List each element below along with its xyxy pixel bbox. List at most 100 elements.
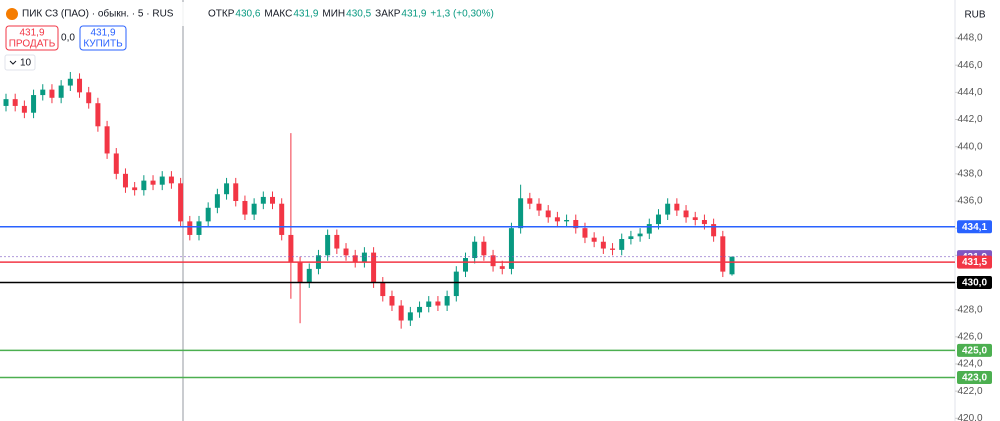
sell-price: 431,9 — [19, 28, 44, 39]
candle-body — [104, 126, 110, 154]
candle-body — [536, 203, 542, 211]
y-tick-label: 448,0 — [957, 33, 982, 44]
candle-body — [490, 255, 496, 267]
candle-body — [270, 196, 276, 204]
candle-body — [224, 183, 230, 195]
sell-label: ПРОДАТЬ — [9, 39, 56, 50]
candle-body — [426, 301, 432, 307]
candle-body — [591, 237, 597, 242]
candle-body — [628, 236, 634, 240]
candle-body — [334, 234, 340, 249]
indicators-toggle[interactable] — [4, 54, 36, 71]
candle-body — [297, 262, 303, 283]
candle-body — [444, 296, 450, 306]
candle-body — [343, 248, 349, 256]
candle-body — [720, 236, 726, 272]
candle-body — [260, 196, 266, 204]
candle-body — [233, 183, 239, 201]
ohlc-value: 430,5 — [346, 9, 371, 20]
candle-body — [150, 180, 156, 185]
candle-body — [306, 268, 312, 283]
y-tick-label: 438,0 — [957, 168, 982, 179]
sell-button[interactable] — [5, 25, 59, 51]
candle-body — [141, 180, 147, 191]
price-tag — [957, 275, 992, 289]
candle-body — [132, 187, 138, 191]
candle-body — [701, 220, 707, 225]
y-tick-label: 420,0 — [957, 413, 982, 421]
candle-body — [554, 217, 560, 222]
price-tag-label: 430,0 — [962, 278, 987, 289]
change: +1,3 (+0,30%) — [430, 9, 493, 20]
header: ПИК СЗ (ПАО) · обыкн. · 5 · RUS ОТКР 430,… — [0, 2, 986, 71]
candle-body — [159, 176, 165, 185]
candle-body — [692, 217, 698, 221]
candle-body — [214, 194, 220, 208]
candle-body — [655, 214, 661, 225]
candle-body — [122, 173, 128, 188]
candle-body — [518, 198, 524, 229]
candle-body — [242, 200, 248, 215]
price-tag — [957, 220, 992, 234]
spread: 0,0 — [61, 33, 75, 44]
y-tick-label: 422,0 — [957, 386, 982, 397]
candle-body — [619, 239, 625, 250]
ohlc-value: 431,9 — [293, 9, 318, 20]
ohlc-value: 430,6 — [235, 9, 260, 20]
ohlc-label: ОТКР — [208, 9, 235, 20]
logo — [6, 8, 18, 20]
candle-body — [77, 78, 83, 93]
ohlc-value: 431,9 — [401, 9, 426, 20]
indicators-count: 10 — [20, 58, 32, 69]
y-tick-label: 436,0 — [957, 196, 982, 207]
price-tag-label: 434,1 — [962, 222, 987, 233]
price-tag-label: 431,5 — [962, 257, 987, 268]
candle-body — [527, 198, 533, 204]
y-tick-label: 442,0 — [957, 114, 982, 125]
candle-body — [325, 234, 331, 256]
candle-body — [187, 221, 193, 235]
candle-body — [21, 105, 27, 113]
candle-body — [31, 95, 37, 113]
y-tick-label: 424,0 — [957, 359, 982, 370]
chevron — [9, 60, 17, 65]
price-tag — [957, 255, 992, 269]
candle-body — [545, 210, 551, 218]
currency[interactable]: RUB — [964, 10, 985, 21]
header-bg — [0, 2, 200, 26]
candle-body — [95, 103, 101, 127]
candle-body — [472, 241, 478, 259]
candle-body — [453, 271, 459, 297]
candle-body — [168, 176, 174, 184]
ohlc-label: МИН — [322, 9, 345, 20]
candle-body — [729, 256, 735, 275]
y-tick-label: 440,0 — [957, 141, 982, 152]
candle-body — [407, 312, 413, 321]
price-tag-label: 425,0 — [962, 346, 987, 357]
candle-body — [178, 183, 184, 222]
candle-body — [279, 203, 285, 235]
price-tag-label: 423,0 — [962, 373, 987, 384]
candle-body — [499, 266, 505, 269]
candle-body — [49, 89, 55, 98]
candle-body — [380, 282, 386, 297]
candle-body — [352, 255, 358, 263]
buy-price: 431,9 — [90, 28, 115, 39]
candle-body — [564, 220, 570, 222]
candle-body — [251, 203, 257, 215]
buy-button[interactable] — [79, 25, 127, 51]
candle-body — [67, 78, 73, 86]
price-tag — [957, 371, 992, 385]
candle-body — [196, 221, 202, 235]
candle-body — [205, 207, 211, 222]
candle-body — [3, 99, 9, 106]
plot: 420,0422,0424,0426,0428,0430,0432,0434,0… — [0, 33, 992, 421]
candle-body — [665, 203, 671, 215]
price-tag — [957, 343, 992, 357]
candle-body — [683, 210, 689, 218]
candle-body — [398, 305, 404, 321]
candle-body — [389, 296, 395, 306]
candle-body — [637, 233, 643, 237]
